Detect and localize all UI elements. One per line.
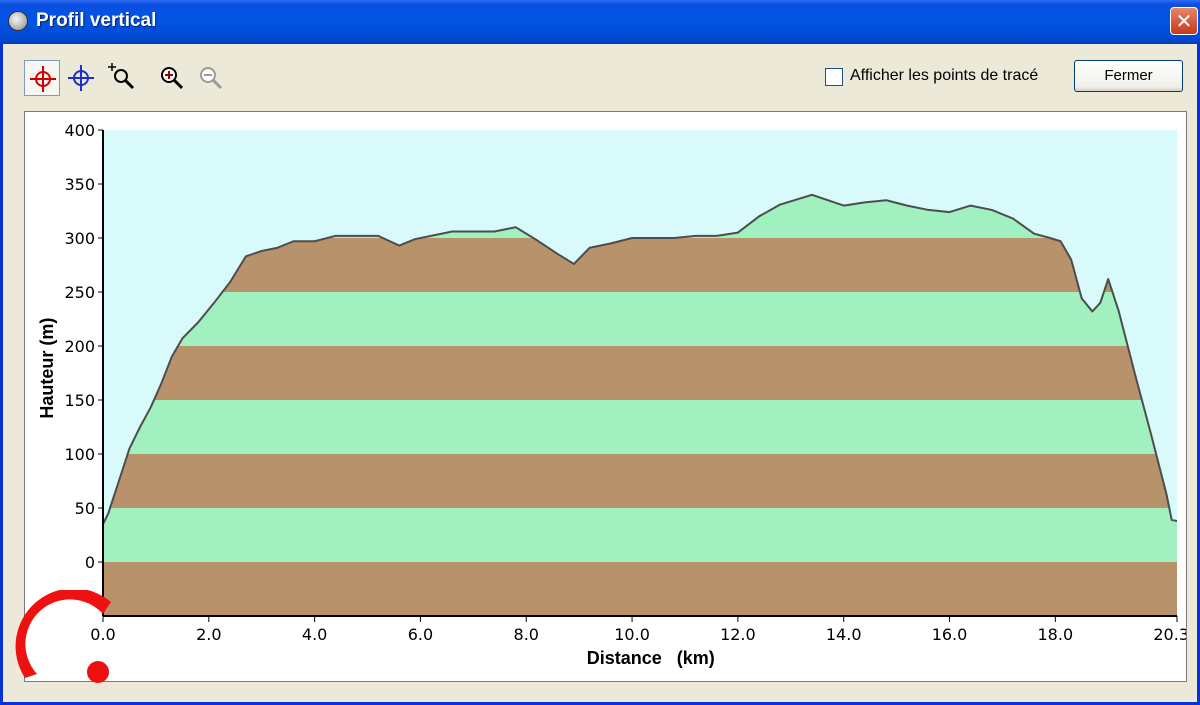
elevation-band — [103, 346, 1177, 400]
zoom-in-tool-button[interactable] — [154, 60, 190, 96]
y-tick-label: 0 — [85, 553, 95, 572]
elevation-chart-svg: 400 350 300 250 200 150 100 50 0 0.0 2.0 4.0 6.0 8.0 1… — [37, 121, 1186, 668]
zoom-out-icon — [200, 67, 223, 90]
x-tick-label: 16.0 — [932, 625, 968, 644]
zoom-out-tool-button[interactable] — [193, 60, 229, 96]
y-tick-label: 50 — [75, 499, 95, 518]
show-track-points-label[interactable]: Afficher les points de tracé — [850, 67, 1039, 84]
y-tick-label: 150 — [64, 391, 95, 410]
zoom-select-icon — [108, 63, 135, 90]
zoom-in-icon — [161, 67, 184, 90]
window-title: Profil vertical — [36, 10, 157, 31]
close-window-button[interactable]: ✕ — [1170, 7, 1198, 35]
elevation-band — [103, 292, 1177, 346]
elevation-band — [103, 562, 1177, 616]
title-bar[interactable]: Profil vertical ✕ — [0, 0, 1200, 44]
x-axis-label: Distance (km) — [587, 648, 715, 668]
y-tick-label: 350 — [64, 175, 95, 194]
show-track-points-checkbox[interactable] — [825, 68, 843, 86]
y-tick-label: 250 — [64, 283, 95, 302]
elevation-band — [103, 400, 1177, 454]
crosshair-red-tool-button[interactable] — [24, 60, 60, 96]
crosshair-red-icon — [30, 66, 56, 92]
y-axis-label: Hauteur (m) — [37, 318, 57, 419]
elevation-band — [103, 454, 1177, 508]
x-tick-label: 6.0 — [408, 625, 433, 644]
x-tick-label: 4.0 — [302, 625, 327, 644]
y-tick-label: 400 — [64, 121, 95, 140]
y-tick-label: 300 — [64, 229, 95, 248]
close-button[interactable]: Fermer — [1074, 60, 1183, 92]
x-tick-label: 12.0 — [720, 625, 756, 644]
elevation-band — [103, 508, 1177, 562]
crosshair-blue-tool-button[interactable] — [63, 60, 99, 96]
toolbar: Afficher les points de tracé Fermer — [3, 44, 1197, 106]
x-tick-label: 14.0 — [826, 625, 862, 644]
elevation-profile-line — [102, 193, 1178, 525]
x-tick-label: 10.0 — [614, 625, 650, 644]
x-tick-label: 2.0 — [196, 625, 221, 644]
crosshair-blue-icon — [68, 65, 94, 91]
x-tick-label: 20.3 — [1153, 625, 1186, 644]
elevation-chart: 400 350 300 250 200 150 100 50 0 0.0 2.0 4.0 6.0 8.0 1… — [24, 111, 1187, 682]
globe-icon — [8, 11, 28, 31]
zoom-select-tool-button[interactable] — [104, 60, 140, 96]
watermark-logo — [15, 590, 111, 683]
x-tick-label: 0.0 — [90, 625, 115, 644]
y-tick-label: 100 — [64, 445, 95, 464]
x-tick-label: 18.0 — [1038, 625, 1074, 644]
y-tick-label: 200 — [64, 337, 95, 356]
x-tick-label: 8.0 — [514, 625, 539, 644]
